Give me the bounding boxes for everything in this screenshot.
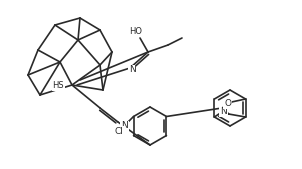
Text: Cl: Cl	[114, 127, 123, 136]
Text: HO: HO	[130, 28, 143, 37]
Text: HS: HS	[52, 81, 64, 91]
Text: N: N	[220, 107, 227, 116]
Text: N: N	[129, 66, 135, 75]
Text: O: O	[224, 100, 231, 108]
Text: N: N	[121, 122, 128, 130]
